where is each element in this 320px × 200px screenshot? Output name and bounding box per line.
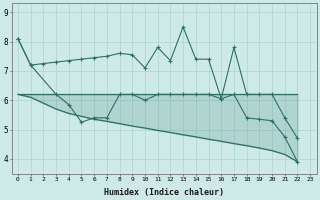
- X-axis label: Humidex (Indice chaleur): Humidex (Indice chaleur): [104, 188, 224, 197]
